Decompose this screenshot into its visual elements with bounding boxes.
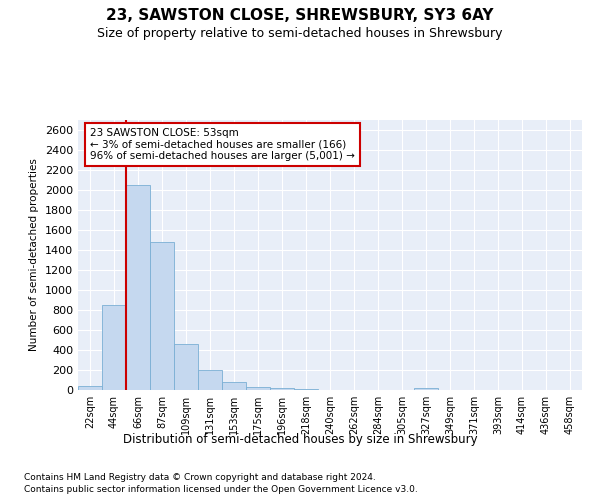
Text: Contains HM Land Registry data © Crown copyright and database right 2024.: Contains HM Land Registry data © Crown c…	[24, 472, 376, 482]
Bar	[198, 370, 222, 390]
Bar	[294, 389, 318, 390]
Bar	[246, 386, 270, 390]
Bar	[126, 185, 150, 390]
Text: Distribution of semi-detached houses by size in Shrewsbury: Distribution of semi-detached houses by …	[122, 432, 478, 446]
Text: 23, SAWSTON CLOSE, SHREWSBURY, SY3 6AY: 23, SAWSTON CLOSE, SHREWSBURY, SY3 6AY	[106, 8, 494, 22]
Text: Size of property relative to semi-detached houses in Shrewsbury: Size of property relative to semi-detach…	[97, 28, 503, 40]
Bar	[102, 305, 126, 390]
Bar	[174, 344, 198, 390]
Bar	[414, 388, 438, 390]
Bar	[270, 388, 294, 390]
Text: 23 SAWSTON CLOSE: 53sqm
← 3% of semi-detached houses are smaller (166)
96% of se: 23 SAWSTON CLOSE: 53sqm ← 3% of semi-det…	[90, 128, 355, 161]
Bar	[222, 382, 246, 390]
Bar	[78, 386, 102, 390]
Bar	[150, 242, 174, 390]
Y-axis label: Number of semi-detached properties: Number of semi-detached properties	[29, 158, 40, 352]
Text: Contains public sector information licensed under the Open Government Licence v3: Contains public sector information licen…	[24, 485, 418, 494]
